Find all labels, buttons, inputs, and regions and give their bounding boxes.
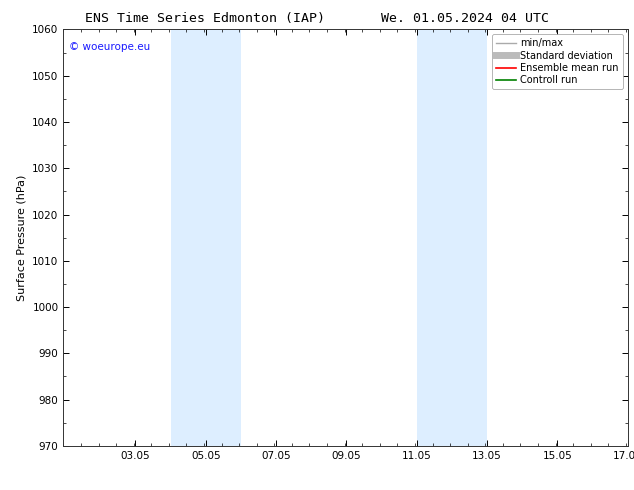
Text: © woeurope.eu: © woeurope.eu (69, 42, 150, 52)
Y-axis label: Surface Pressure (hPa): Surface Pressure (hPa) (16, 174, 27, 301)
Bar (206, 29, 241, 446)
Legend: min/max, Standard deviation, Ensemble mean run, Controll run: min/max, Standard deviation, Ensemble me… (492, 34, 623, 89)
Text: ENS Time Series Edmonton (IAP)       We. 01.05.2024 04 UTC: ENS Time Series Edmonton (IAP) We. 01.05… (85, 12, 549, 25)
Bar (417, 29, 452, 446)
Bar (452, 29, 487, 446)
Bar (171, 29, 206, 446)
